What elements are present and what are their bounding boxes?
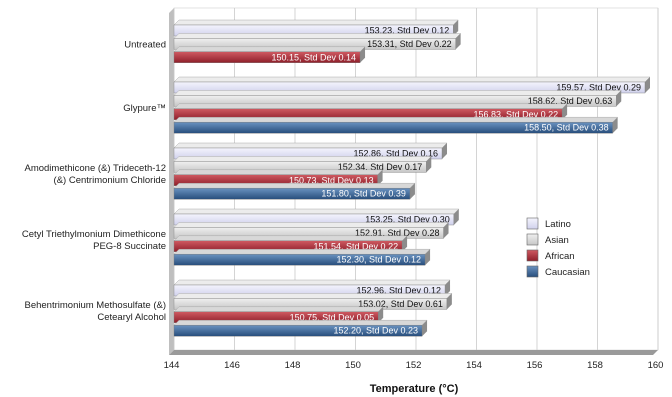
bar-value-label: 152.86, Std Dev 0.16 <box>353 149 438 159</box>
category-label: Behentrimonium Methosulfate (&) Cetearyl … <box>24 300 166 323</box>
legend-item-african: African <box>526 249 575 262</box>
bar-asian: 153.02, Std Dev 0.61 <box>173 293 453 310</box>
bar-face <box>173 253 426 266</box>
x-tick-label: 160 <box>648 360 664 371</box>
x-tick-label: 152 <box>406 360 422 371</box>
legend-label: Caucasian <box>545 267 590 278</box>
category-label: Cetyl Triethylmonium Dimethicone PEG-8 Su… <box>22 229 166 252</box>
bar-asian: 158.62, Std Dev 0.63 <box>173 90 622 107</box>
bar-value-label: 150.15, Std Dev 0.14 <box>271 52 356 62</box>
legend-item-asian: Asian <box>526 233 569 246</box>
bar-latino: 152.96, Std Dev 0.12 <box>173 279 451 297</box>
x-tick-label: 154 <box>466 360 482 371</box>
bar-african: 150.75, Std Dev 0.05 <box>173 306 384 323</box>
x-axis-title: Temperature (°C) <box>370 383 459 395</box>
legend-item-caucasian: Caucasian <box>526 265 590 278</box>
legend: Latino Asian African Caucasian <box>526 217 590 278</box>
bar-african: 150.15, Std Dev 0.14 <box>173 46 366 63</box>
bar-face <box>173 187 411 200</box>
legend-swatch <box>526 217 539 230</box>
x-tick-label: 148 <box>285 360 301 371</box>
bar-value-label: 153.25, Std Dev 0.30 <box>365 215 450 225</box>
bar-value-label: 152.20, Std Dev 0.23 <box>333 326 418 336</box>
bar-value-label: 152.91, Std Dev 0.28 <box>355 228 440 238</box>
bar-value-label: 151.54, Std Dev 0.22 <box>314 241 399 251</box>
bar-value-label: 158.50, Std Dev 0.38 <box>524 123 609 133</box>
bar-value-label: 152.34, Std Dev 0.17 <box>338 162 423 172</box>
category-label: Untreated <box>124 39 166 50</box>
legend-swatch <box>526 265 539 278</box>
x-tick-label: 146 <box>224 360 240 371</box>
bar-latino: 153.25, Std Dev 0.30 <box>173 208 460 226</box>
category-label: Glypure™ <box>123 103 166 114</box>
bar-african: 150.73, Std Dev 0.13 <box>173 169 384 187</box>
bar-face <box>173 121 613 134</box>
legend-swatch <box>526 249 539 262</box>
bar-latino: 152.86, Std Dev 0.16 <box>173 142 448 160</box>
x-tick-label: 144 <box>164 360 180 371</box>
bar-value-label: 151.80, Std Dev 0.39 <box>321 189 406 199</box>
bar-value-label: 153.23, Std Dev 0.12 <box>365 26 450 36</box>
category-label: Amodimethicone (&) Trideceth-12 (&) Centr… <box>24 163 166 186</box>
bar-value-label: 150.73, Std Dev 0.13 <box>289 175 374 185</box>
bar-face <box>173 51 361 63</box>
bar-african: 156.83, Std Dev 0.22 <box>173 103 568 121</box>
bar-caucasian: 152.30, Std Dev 0.12 <box>173 248 431 266</box>
legend-item-latino: Latino <box>526 217 571 230</box>
bars: 153.23, Std Dev 0.12 153.31, Std Dev 0.22… <box>173 19 651 337</box>
bar-value-label: 152.30, Std Dev 0.12 <box>337 255 422 265</box>
bar-latino: 153.23, Std Dev 0.12 <box>173 19 459 37</box>
bar-value-label: 156.83, Std Dev 0.22 <box>474 109 559 119</box>
bar-asian: 152.34, Std Dev 0.17 <box>173 156 432 173</box>
legend-label: Asian <box>545 235 569 246</box>
bar-caucasian: 158.50, Std Dev 0.38 <box>173 116 619 134</box>
bar-value-label: 158.62, Std Dev 0.63 <box>528 96 613 106</box>
bar-value-label: 153.02, Std Dev 0.61 <box>358 299 443 309</box>
bar-value-label: 150.75, Std Dev 0.05 <box>290 312 375 322</box>
x-tick-label: 156 <box>527 360 543 371</box>
bar-value-label: 152.96, Std Dev 0.12 <box>356 286 441 296</box>
legend-swatch <box>526 233 539 246</box>
bar-latino: 159.57, Std Dev 0.29 <box>173 76 651 94</box>
x-tick-label: 150 <box>345 360 361 371</box>
x-tick-label: 158 <box>587 360 603 371</box>
bar-african: 151.54, Std Dev 0.22 <box>173 235 408 253</box>
bar-value-label: 153.31, Std Dev 0.22 <box>367 39 452 49</box>
bar-caucasian: 151.80, Std Dev 0.39 <box>173 182 416 200</box>
bar-caucasian: 152.20, Std Dev 0.23 <box>173 320 428 337</box>
legend-label: Latino <box>545 219 571 230</box>
x-tick-labels: 144 146 148 150 152 154 156 158 160 <box>164 360 664 371</box>
category-labels: Untreated Glypure™ Amodimethicone (&) Trid… <box>22 39 166 323</box>
legend-label: African <box>545 251 575 262</box>
bar-asian: 152.91, Std Dev 0.28 <box>173 222 450 239</box>
bar-face <box>173 325 423 337</box>
bar-value-label: 159.57, Std Dev 0.29 <box>556 83 641 93</box>
